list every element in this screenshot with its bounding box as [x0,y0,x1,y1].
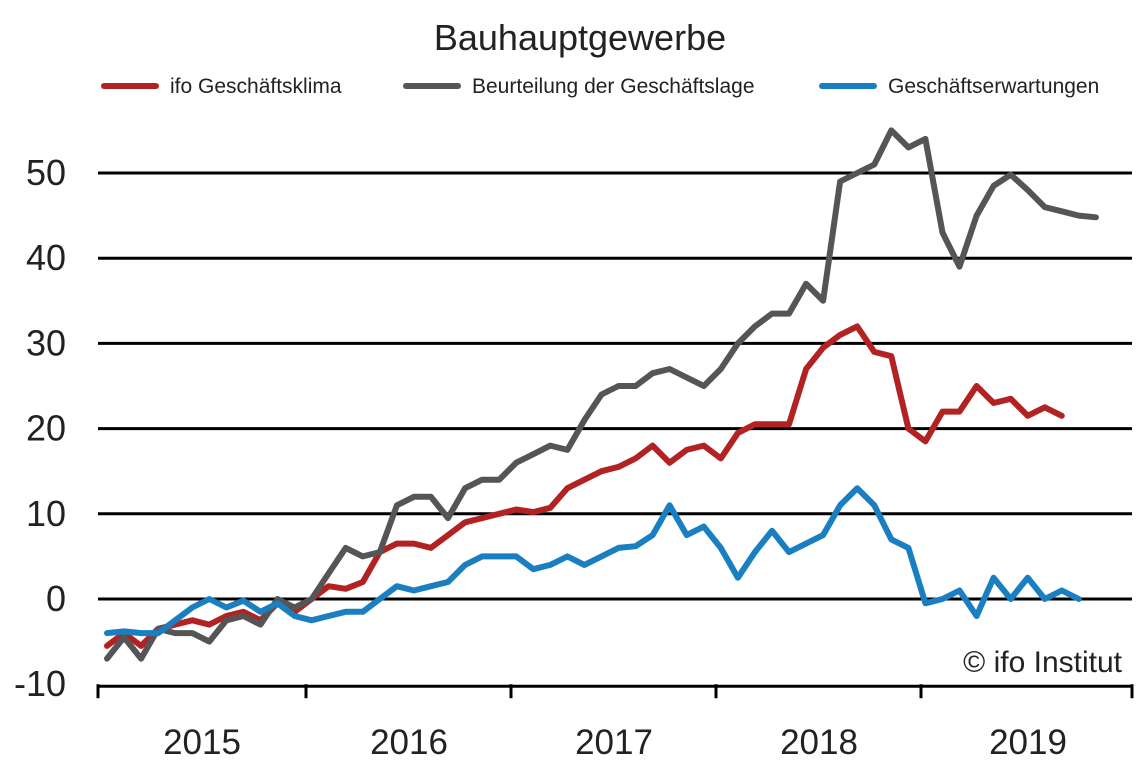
y-tick-label: 40 [26,237,66,278]
x-tick-label: 2016 [370,723,448,762]
x-tick-label: 2019 [989,723,1067,762]
chart-title: Bauhauptgewerbe [434,17,726,58]
y-tick-label: 30 [26,322,66,363]
y-tick-label: -10 [14,663,66,704]
series-line-geschaeftserwartungen [104,485,1082,637]
legend: ifo Geschäftsklima Beurteilung der Geschä… [101,75,1099,98]
gridlines [98,171,1132,601]
legend-label: Geschäftserwartungen [888,75,1099,98]
legend-label: Beurteilung der Geschäftslage [472,75,755,98]
copyright-label: © ifo Institut [963,646,1122,679]
legend-item-geschaeftserwartungen: Geschäftserwartungen [819,75,1099,98]
series-lines [104,127,1099,662]
x-tick-label: 2017 [575,723,653,762]
legend-label: ifo Geschäftsklima [170,75,342,98]
x-tick-label: 2015 [163,723,241,762]
y-tick-label: 50 [26,152,66,193]
y-axis-ticks: 50 40 30 20 10 0 -10 [14,152,66,704]
y-tick-label: 0 [46,578,66,619]
legend-item-geschaeftslage: Beurteilung der Geschäftslage [403,75,755,98]
x-axis: 2015 2016 2017 2018 2019 [96,684,1134,762]
series-line-geschaeftslage [104,127,1099,662]
y-tick-label: 10 [26,493,66,534]
legend-item-geschaeftsklima: ifo Geschäftsklima [101,75,342,98]
x-tick-label: 2018 [780,723,858,762]
y-tick-label: 20 [26,408,66,449]
